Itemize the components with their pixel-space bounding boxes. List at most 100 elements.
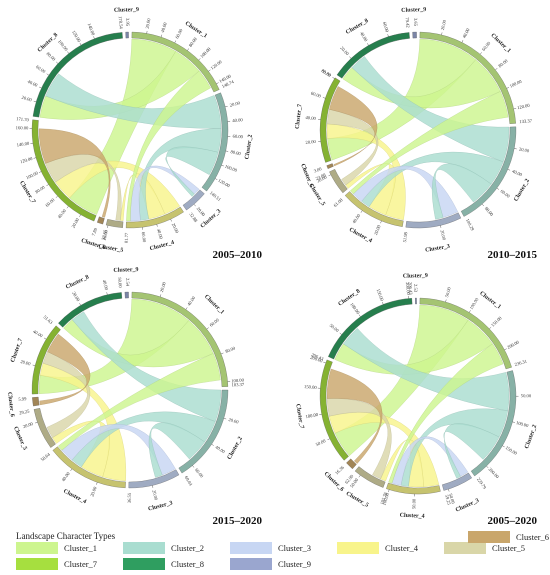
legend-title: Landscape Character Types bbox=[16, 531, 116, 541]
tick-label: 140.00 bbox=[218, 73, 232, 84]
sector-arc-cluster-1 bbox=[419, 31, 516, 124]
sector-tick bbox=[35, 422, 38, 424]
sector-arc-cluster-1 bbox=[419, 297, 512, 370]
sector-name-cluster-9: Cluster_9 bbox=[113, 267, 138, 274]
tick-label: 200.00 bbox=[488, 467, 501, 480]
sector-tick bbox=[160, 294, 162, 297]
tick-label: 150.00 bbox=[490, 315, 503, 328]
tick-label: 60.00 bbox=[174, 27, 183, 39]
sector-name-cluster-6: Cluster_6 bbox=[323, 471, 345, 493]
chord-panel-1: 20.00 40.0060.0080.00100.00120.00140.0014… bbox=[16, 7, 263, 261]
legend-item-cluster-4: Cluster_4 bbox=[337, 542, 418, 554]
sector-name-cluster-5: Cluster_5 bbox=[12, 426, 28, 451]
chord-panel-2: 20.0040.0060.0080.00100.00120.00133.37Cl… bbox=[295, 7, 538, 261]
legend-swatch-cluster-1 bbox=[16, 542, 58, 554]
sector-name-cluster-1: Cluster_1 bbox=[184, 21, 208, 40]
tick-label: 150.00 bbox=[376, 288, 385, 302]
tick-label: 120.00 bbox=[71, 29, 82, 43]
chord-ribbon bbox=[443, 423, 500, 479]
tick-label: 80.00 bbox=[34, 184, 46, 194]
sector-tick bbox=[469, 310, 471, 313]
sector-name-cluster-5: Cluster_5 bbox=[98, 244, 124, 254]
tick-label: 20.00 bbox=[440, 229, 447, 241]
tick-label: 100.00 bbox=[25, 170, 39, 180]
sector-tick bbox=[328, 174, 331, 177]
sector-tick bbox=[160, 34, 163, 38]
chord-ribbon bbox=[350, 91, 509, 195]
sector-name-cluster-7: Cluster_7 bbox=[294, 403, 304, 429]
tick-label: 20.00 bbox=[70, 217, 80, 229]
chord-ribbon bbox=[326, 368, 383, 464]
tick-label: 60.00 bbox=[194, 467, 205, 479]
legend-swatch-cluster-6 bbox=[468, 531, 510, 543]
sector-end-label: 81.77 bbox=[124, 232, 129, 243]
sector-name-cluster-4: Cluster_4 bbox=[399, 513, 424, 520]
tick-label: 50.00 bbox=[521, 393, 532, 398]
tick-label: 60.00 bbox=[141, 232, 147, 244]
tick-label: 160.00 bbox=[16, 125, 29, 130]
chord-ribbon bbox=[39, 333, 91, 406]
sector-tick bbox=[93, 36, 95, 39]
sector-name-cluster-9: Cluster_9 bbox=[114, 7, 139, 14]
legend-label-cluster-4: Cluster_4 bbox=[385, 543, 419, 553]
sector-tick bbox=[322, 97, 326, 99]
sector-tick bbox=[448, 489, 450, 492]
sector-tick bbox=[67, 51, 69, 54]
sector-tick bbox=[170, 219, 172, 222]
sector-name-cluster-2: Cluster_2 bbox=[227, 436, 244, 461]
sector-tick bbox=[215, 178, 218, 180]
sector-tick bbox=[461, 40, 464, 43]
legend-item-cluster-5: Cluster_5 bbox=[444, 542, 525, 554]
sector-tick bbox=[382, 301, 384, 305]
sector-end-label: 140.51 bbox=[209, 190, 223, 202]
sector-arc-cluster-9 bbox=[412, 31, 417, 39]
sector-tick bbox=[156, 224, 158, 227]
sector-arc-cluster-6 bbox=[32, 396, 40, 407]
sector-tick bbox=[198, 58, 201, 61]
sector-end-label: 229.79 bbox=[476, 477, 488, 491]
sector-tick bbox=[208, 69, 211, 72]
sector-end-label: 79.42 bbox=[405, 17, 411, 28]
chord-ribbon bbox=[58, 353, 221, 451]
sector-name-cluster-5: Cluster_5 bbox=[345, 491, 370, 509]
sector-tick bbox=[55, 195, 58, 198]
sector-tick bbox=[33, 157, 37, 159]
legend-label-cluster-6: Cluster_6 bbox=[516, 532, 550, 542]
legend-label-cluster-2: Cluster_2 bbox=[171, 543, 205, 553]
sector-arc-cluster-2 bbox=[178, 389, 229, 474]
legend-swatch-cluster-2 bbox=[123, 542, 165, 554]
sector-arc-cluster-7 bbox=[319, 359, 349, 461]
sector-end-label: 100.29 bbox=[465, 218, 476, 232]
sector-tick bbox=[192, 465, 195, 468]
legend-label-cluster-5: Cluster_5 bbox=[492, 543, 526, 553]
sector-tick bbox=[211, 444, 214, 446]
sector-tick bbox=[387, 34, 389, 37]
sector-end-label: 103.37 bbox=[231, 382, 245, 387]
sector-tick bbox=[367, 43, 369, 46]
sector-end-label: 148.74 bbox=[221, 79, 235, 89]
sector-end-label: 51.63 bbox=[43, 314, 55, 325]
sector-arc-cluster-2 bbox=[470, 370, 517, 477]
sector-end-label: 105.76 bbox=[379, 491, 388, 505]
sector-end-label: 5.99 bbox=[18, 396, 27, 402]
sector-name-cluster-9: Cluster_9 bbox=[403, 273, 428, 280]
sector-tick bbox=[327, 438, 330, 441]
sector-arc-cluster-9 bbox=[125, 31, 129, 39]
sector-end-label: 61.08 bbox=[333, 197, 345, 208]
sector-name-cluster-3: Cluster_3 bbox=[455, 498, 480, 514]
legend-label-cluster-3: Cluster_3 bbox=[278, 543, 312, 553]
sector-arc-cluster-3 bbox=[405, 212, 462, 229]
tick-label: 20.00 bbox=[339, 45, 350, 56]
sector-end-label: 178.54 bbox=[118, 16, 124, 30]
sector-tick bbox=[39, 86, 42, 89]
sector-end-label: 32.88 bbox=[188, 212, 198, 224]
tick-label: 60.00 bbox=[35, 64, 47, 74]
sector-arc-cluster-9 bbox=[124, 291, 129, 299]
sector-arc-cluster-5 bbox=[105, 219, 124, 228]
sector-end-label: 206.43 bbox=[408, 282, 414, 296]
tick-label: 50.00 bbox=[444, 286, 452, 298]
tick-label: 20.00 bbox=[196, 206, 207, 218]
sector-arc-cluster-7 bbox=[319, 77, 341, 163]
